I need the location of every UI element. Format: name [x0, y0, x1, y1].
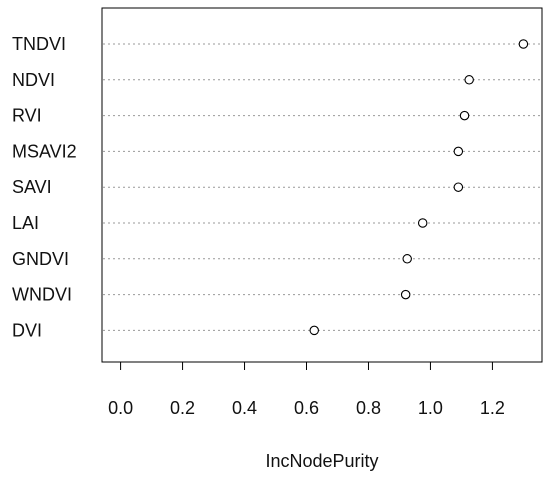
x-tick-label: 1.2	[480, 398, 505, 418]
x-tick-label: 0.8	[356, 398, 381, 418]
category-label-savi: SAVI	[12, 177, 52, 197]
x-axis-title: IncNodePurity	[265, 451, 378, 471]
data-point-dvi	[309, 325, 320, 336]
data-point-msavi2	[453, 146, 464, 157]
data-point-ndvi	[464, 75, 474, 85]
grid-lines	[103, 43, 541, 331]
data-point-savi	[453, 182, 464, 192]
plot-area-box	[101, 7, 543, 363]
data-points	[309, 39, 529, 336]
category-label-dvi: DVI	[12, 320, 42, 340]
category-label-rvi: RVI	[12, 106, 42, 126]
category-label-ndvi: NDVI	[12, 70, 55, 90]
data-point-lai	[417, 218, 428, 228]
data-point-gndvi	[402, 254, 412, 264]
category-label-msavi2: MSAVI2	[12, 141, 77, 161]
category-label-tndvi: TNDVI	[12, 34, 66, 54]
x-tick-label: 0.6	[294, 398, 319, 418]
category-label-lai: LAI	[12, 213, 39, 233]
x-axis: 0.0 0.2 0.4 0.6 0.8 1.0 1.2	[108, 361, 505, 418]
x-tick-label: 0.2	[170, 398, 195, 418]
category-label-gndvi: GNDVI	[12, 249, 69, 269]
data-point-wndvi	[400, 289, 411, 300]
x-tick-label: 0.4	[232, 398, 257, 418]
x-tick-label: 0.0	[108, 398, 133, 418]
x-tick-label: 1.0	[418, 398, 443, 418]
data-point-rvi	[459, 110, 470, 121]
category-labels: TNDVI NDVI RVI MSAVI2 SAVI LAI GNDVI WNDVI DVI	[12, 34, 77, 340]
data-point-tndvi	[518, 39, 529, 49]
category-label-wndvi: WNDVI	[12, 285, 72, 305]
